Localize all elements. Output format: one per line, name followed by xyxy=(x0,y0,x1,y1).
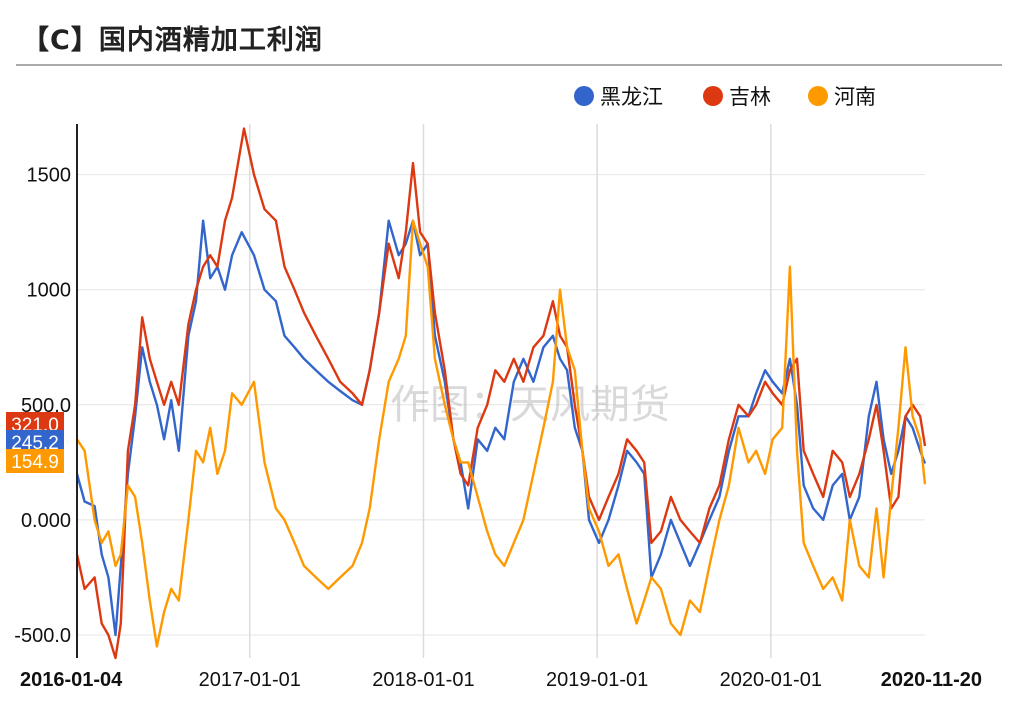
y-tick-label: 1500 xyxy=(27,165,72,187)
title-divider xyxy=(16,64,1002,66)
watermark: 作图：天风期货 xyxy=(390,382,670,428)
last-value-label: 154.9 xyxy=(11,452,59,473)
legend-marker xyxy=(574,86,594,106)
x-tick-label: 2017-01-01 xyxy=(199,669,301,691)
legend-marker xyxy=(703,86,723,106)
legend-label: 黑龙江 xyxy=(600,85,663,109)
legend-label: 河南 xyxy=(834,85,876,109)
x-tick-label: 2019-01-01 xyxy=(546,669,648,691)
legend-label: 吉林 xyxy=(729,85,771,109)
y-tick-label: -500.0 xyxy=(14,625,71,647)
x-tick-label: 2020-11-20 xyxy=(881,669,982,691)
x-tick-label: 2020-01-01 xyxy=(720,669,822,691)
y-tick-label: 1000 xyxy=(27,280,72,302)
x-axis-ticks: 2016-01-04 2017-01-01 2018-01-01 2019-01-01… xyxy=(20,669,982,691)
series-line-3 xyxy=(75,219,927,648)
chart-title: 【C】国内酒精加工利润 xyxy=(22,25,323,56)
y-tick-label: 500.0 xyxy=(21,395,71,417)
legend: 黑龙江 吉林 河南 xyxy=(574,85,876,109)
y-axis-ticks: -500.0 0.000 500.0 1000 1500 xyxy=(14,165,71,647)
x-tick-label: 2018-01-01 xyxy=(372,669,474,691)
last-value-label: 245.2 xyxy=(11,433,59,454)
y-tick-label: 0.000 xyxy=(21,510,71,532)
x-tick-label: 2016-01-04 xyxy=(20,669,123,691)
last-value-tag xyxy=(6,449,64,473)
series-lines xyxy=(75,127,927,660)
legend-marker xyxy=(808,86,828,106)
